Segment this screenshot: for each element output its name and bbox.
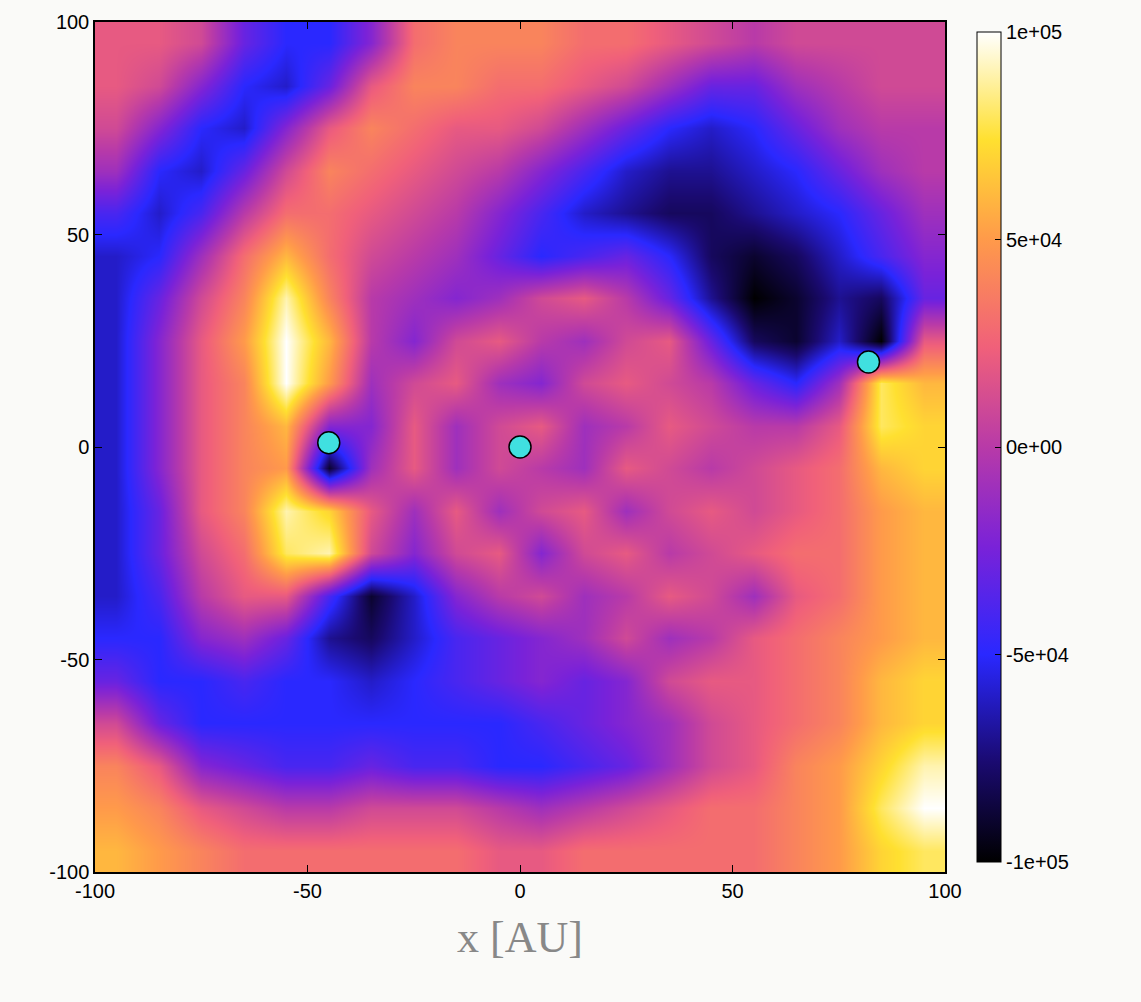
svg-text:0: 0	[514, 880, 525, 902]
svg-text:x [AU]: x [AU]	[457, 913, 583, 962]
svg-text:-100: -100	[75, 880, 115, 902]
svg-text:1e+05: 1e+05	[1006, 21, 1062, 43]
svg-text:5e+04: 5e+04	[1006, 229, 1062, 251]
svg-text:100: 100	[56, 11, 89, 33]
svg-text:0e+00: 0e+00	[1006, 436, 1062, 458]
svg-text:100: 100	[928, 880, 961, 902]
svg-text:-50: -50	[293, 880, 322, 902]
svg-text:-100: -100	[49, 861, 89, 883]
svg-text:-1e+05: -1e+05	[1006, 851, 1069, 873]
svg-text:-5e+04: -5e+04	[1006, 644, 1069, 666]
svg-text:50: 50	[721, 880, 743, 902]
svg-text:50: 50	[67, 224, 89, 246]
svg-text:-50: -50	[60, 649, 89, 671]
svg-text:0: 0	[78, 436, 89, 458]
